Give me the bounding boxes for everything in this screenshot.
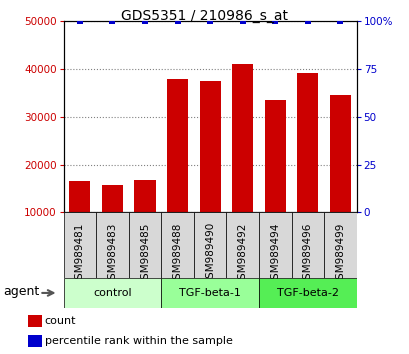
Text: GSM989490: GSM989490 — [204, 222, 215, 285]
Bar — [134, 181, 155, 260]
Point — [174, 18, 180, 24]
Text: GSM989499: GSM989499 — [335, 222, 344, 286]
Point — [304, 18, 310, 24]
Point — [239, 18, 245, 24]
Text: TGF-beta-1: TGF-beta-1 — [179, 288, 240, 298]
Bar — [329, 95, 350, 260]
Text: TGF-beta-2: TGF-beta-2 — [276, 288, 338, 298]
Bar — [226, 212, 258, 278]
Point — [271, 18, 278, 24]
Bar — [258, 278, 356, 308]
Bar — [69, 181, 90, 260]
Bar — [297, 73, 318, 260]
Text: GSM989494: GSM989494 — [270, 222, 280, 286]
Text: percentile rank within the sample: percentile rank within the sample — [45, 336, 232, 346]
Bar — [28, 335, 42, 347]
Text: GSM989485: GSM989485 — [139, 222, 150, 286]
Bar — [63, 278, 161, 308]
Bar — [28, 315, 42, 327]
Text: count: count — [45, 316, 76, 326]
Point — [206, 18, 213, 24]
Bar — [324, 212, 356, 278]
Text: GSM989483: GSM989483 — [107, 222, 117, 286]
Point — [142, 18, 148, 24]
Text: GDS5351 / 210986_s_at: GDS5351 / 210986_s_at — [121, 9, 288, 23]
Bar — [258, 212, 291, 278]
Bar — [128, 212, 161, 278]
Text: agent: agent — [3, 285, 39, 298]
Bar — [291, 212, 324, 278]
Text: control: control — [93, 288, 131, 298]
Bar — [101, 185, 123, 260]
Bar — [199, 81, 220, 260]
Bar — [231, 64, 253, 260]
Bar — [193, 212, 226, 278]
Bar — [63, 212, 96, 278]
Bar — [96, 212, 128, 278]
Bar — [161, 278, 258, 308]
Bar — [161, 212, 193, 278]
Point — [336, 18, 343, 24]
Point — [109, 18, 115, 24]
Point — [76, 18, 83, 24]
Text: GSM989496: GSM989496 — [302, 222, 312, 286]
Text: GSM989488: GSM989488 — [172, 222, 182, 286]
Bar — [264, 100, 285, 260]
Text: GSM989492: GSM989492 — [237, 222, 247, 286]
Text: GSM989481: GSM989481 — [75, 222, 85, 286]
Bar — [166, 79, 188, 260]
